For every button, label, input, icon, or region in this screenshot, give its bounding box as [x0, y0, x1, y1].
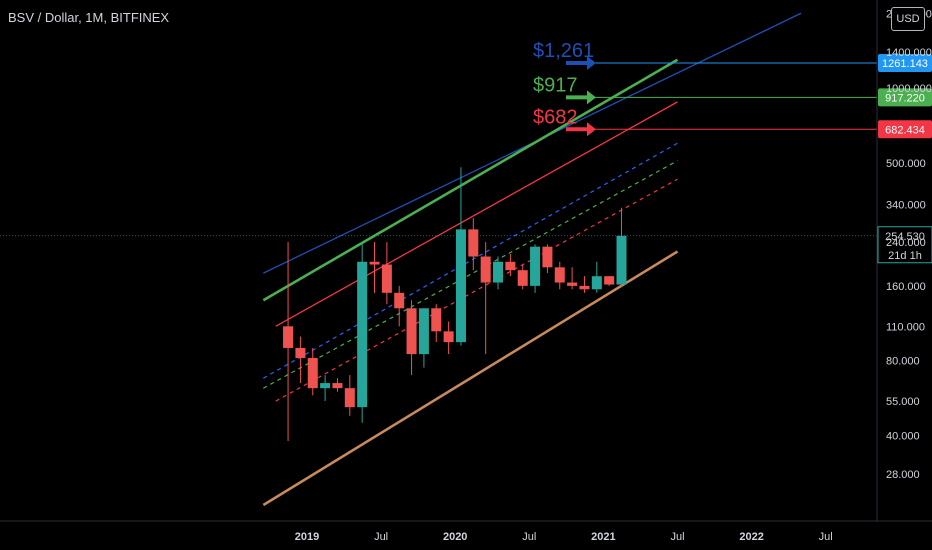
- candle-body-24: [579, 285, 590, 290]
- x-tick-label-3: Jul: [522, 531, 536, 543]
- candle-body-11: [418, 308, 429, 355]
- candle-body-13: [443, 331, 454, 343]
- x-tick-label-5: Jul: [670, 531, 684, 543]
- candle-body-2: [307, 358, 318, 389]
- candle-body-8: [381, 264, 392, 293]
- currency-button[interactable]: USD: [891, 7, 925, 31]
- candle-body-25: [591, 276, 602, 290]
- trendline-6: [262, 250, 679, 507]
- annotations: $1,261 $917 $682: [533, 40, 596, 137]
- candle-body-4: [332, 383, 343, 389]
- candle-body-14: [455, 229, 466, 343]
- trendlines: [262, 12, 802, 507]
- symbol-title[interactable]: BSV / Dollar, 1M, BITFINEX: [8, 10, 170, 25]
- candle-body-26: [604, 276, 615, 285]
- candles: [283, 167, 627, 442]
- annotation-arrow-head-0: [587, 56, 596, 71]
- level-badge-text-1: 917.220: [885, 92, 925, 104]
- y-tick-label-5: 160.000: [886, 281, 926, 293]
- trendline-1: [262, 58, 679, 302]
- y-tick-label-7: 340.000: [886, 200, 926, 212]
- candle-body-10: [406, 308, 417, 355]
- countdown-text: 21d 1h: [888, 250, 922, 262]
- candle-body-27: [616, 235, 627, 285]
- candle-body-7: [369, 261, 380, 265]
- candle-body-3: [320, 383, 331, 389]
- annotation-text-1: $917: [533, 74, 578, 96]
- y-tick-label-4: 110.000: [886, 321, 925, 333]
- candle-body-15: [468, 229, 479, 257]
- candle-body-17: [493, 261, 504, 283]
- current-price-badge: [877, 226, 932, 264]
- candle-body-0: [283, 326, 294, 348]
- y-tick-label-0: 28.000: [886, 469, 920, 481]
- trendline-2: [275, 101, 678, 327]
- candle-body-19: [517, 270, 528, 286]
- candle-body-22: [554, 267, 565, 283]
- candle-body-21: [542, 246, 553, 268]
- y-tick-label-8: 500.000: [886, 158, 926, 170]
- level-badge-2: [878, 120, 932, 139]
- annotation-arrow-head-2: [587, 122, 596, 137]
- candle-body-1: [295, 347, 306, 359]
- candle-body-23: [567, 282, 578, 286]
- level-badge-1: [878, 88, 932, 107]
- level-badge-text-0: 1261.143: [882, 58, 928, 70]
- level-badge-text-2: 682.434: [885, 124, 925, 136]
- candle-body-9: [394, 292, 405, 309]
- candle-body-6: [357, 261, 368, 408]
- current-price-text: 254.530: [885, 231, 925, 243]
- x-tick-label-0: 2019: [295, 531, 319, 543]
- y-tick-label-10: 1400.000: [886, 47, 932, 59]
- candle-body-16: [480, 256, 491, 283]
- y-tick-label-3: 80.000: [886, 356, 920, 368]
- x-tick-label-1: Jul: [374, 531, 388, 543]
- annotation-arrow-head-1: [587, 90, 596, 105]
- annotation-text-0: $1,261: [533, 40, 594, 62]
- trendline-5: [275, 178, 678, 402]
- y-tick-label-6: 240.000: [886, 237, 926, 249]
- level-badge-0: [878, 54, 932, 73]
- x-tick-label-4: 2021: [591, 531, 615, 543]
- x-tick-label-7: Jul: [819, 531, 833, 543]
- candle-body-18: [505, 261, 516, 271]
- x-tick-label-6: 2022: [739, 531, 763, 543]
- candle-body-5: [344, 388, 355, 408]
- y-tick-label-2: 55.000: [886, 396, 920, 408]
- annotation-text-2: $682: [533, 106, 578, 128]
- candle-body-20: [530, 246, 541, 286]
- x-tick-label-2: 2020: [443, 531, 467, 543]
- horizontal-levels: 1261.143 917.220 682.434 254.530 21d 1h: [0, 54, 932, 264]
- trendline-3: [263, 142, 678, 379]
- candle-body-12: [431, 308, 442, 332]
- y-tick-label-9: 1000.000: [886, 83, 932, 95]
- y-tick-label-1: 40.000: [886, 430, 920, 442]
- trendline-4: [263, 160, 678, 389]
